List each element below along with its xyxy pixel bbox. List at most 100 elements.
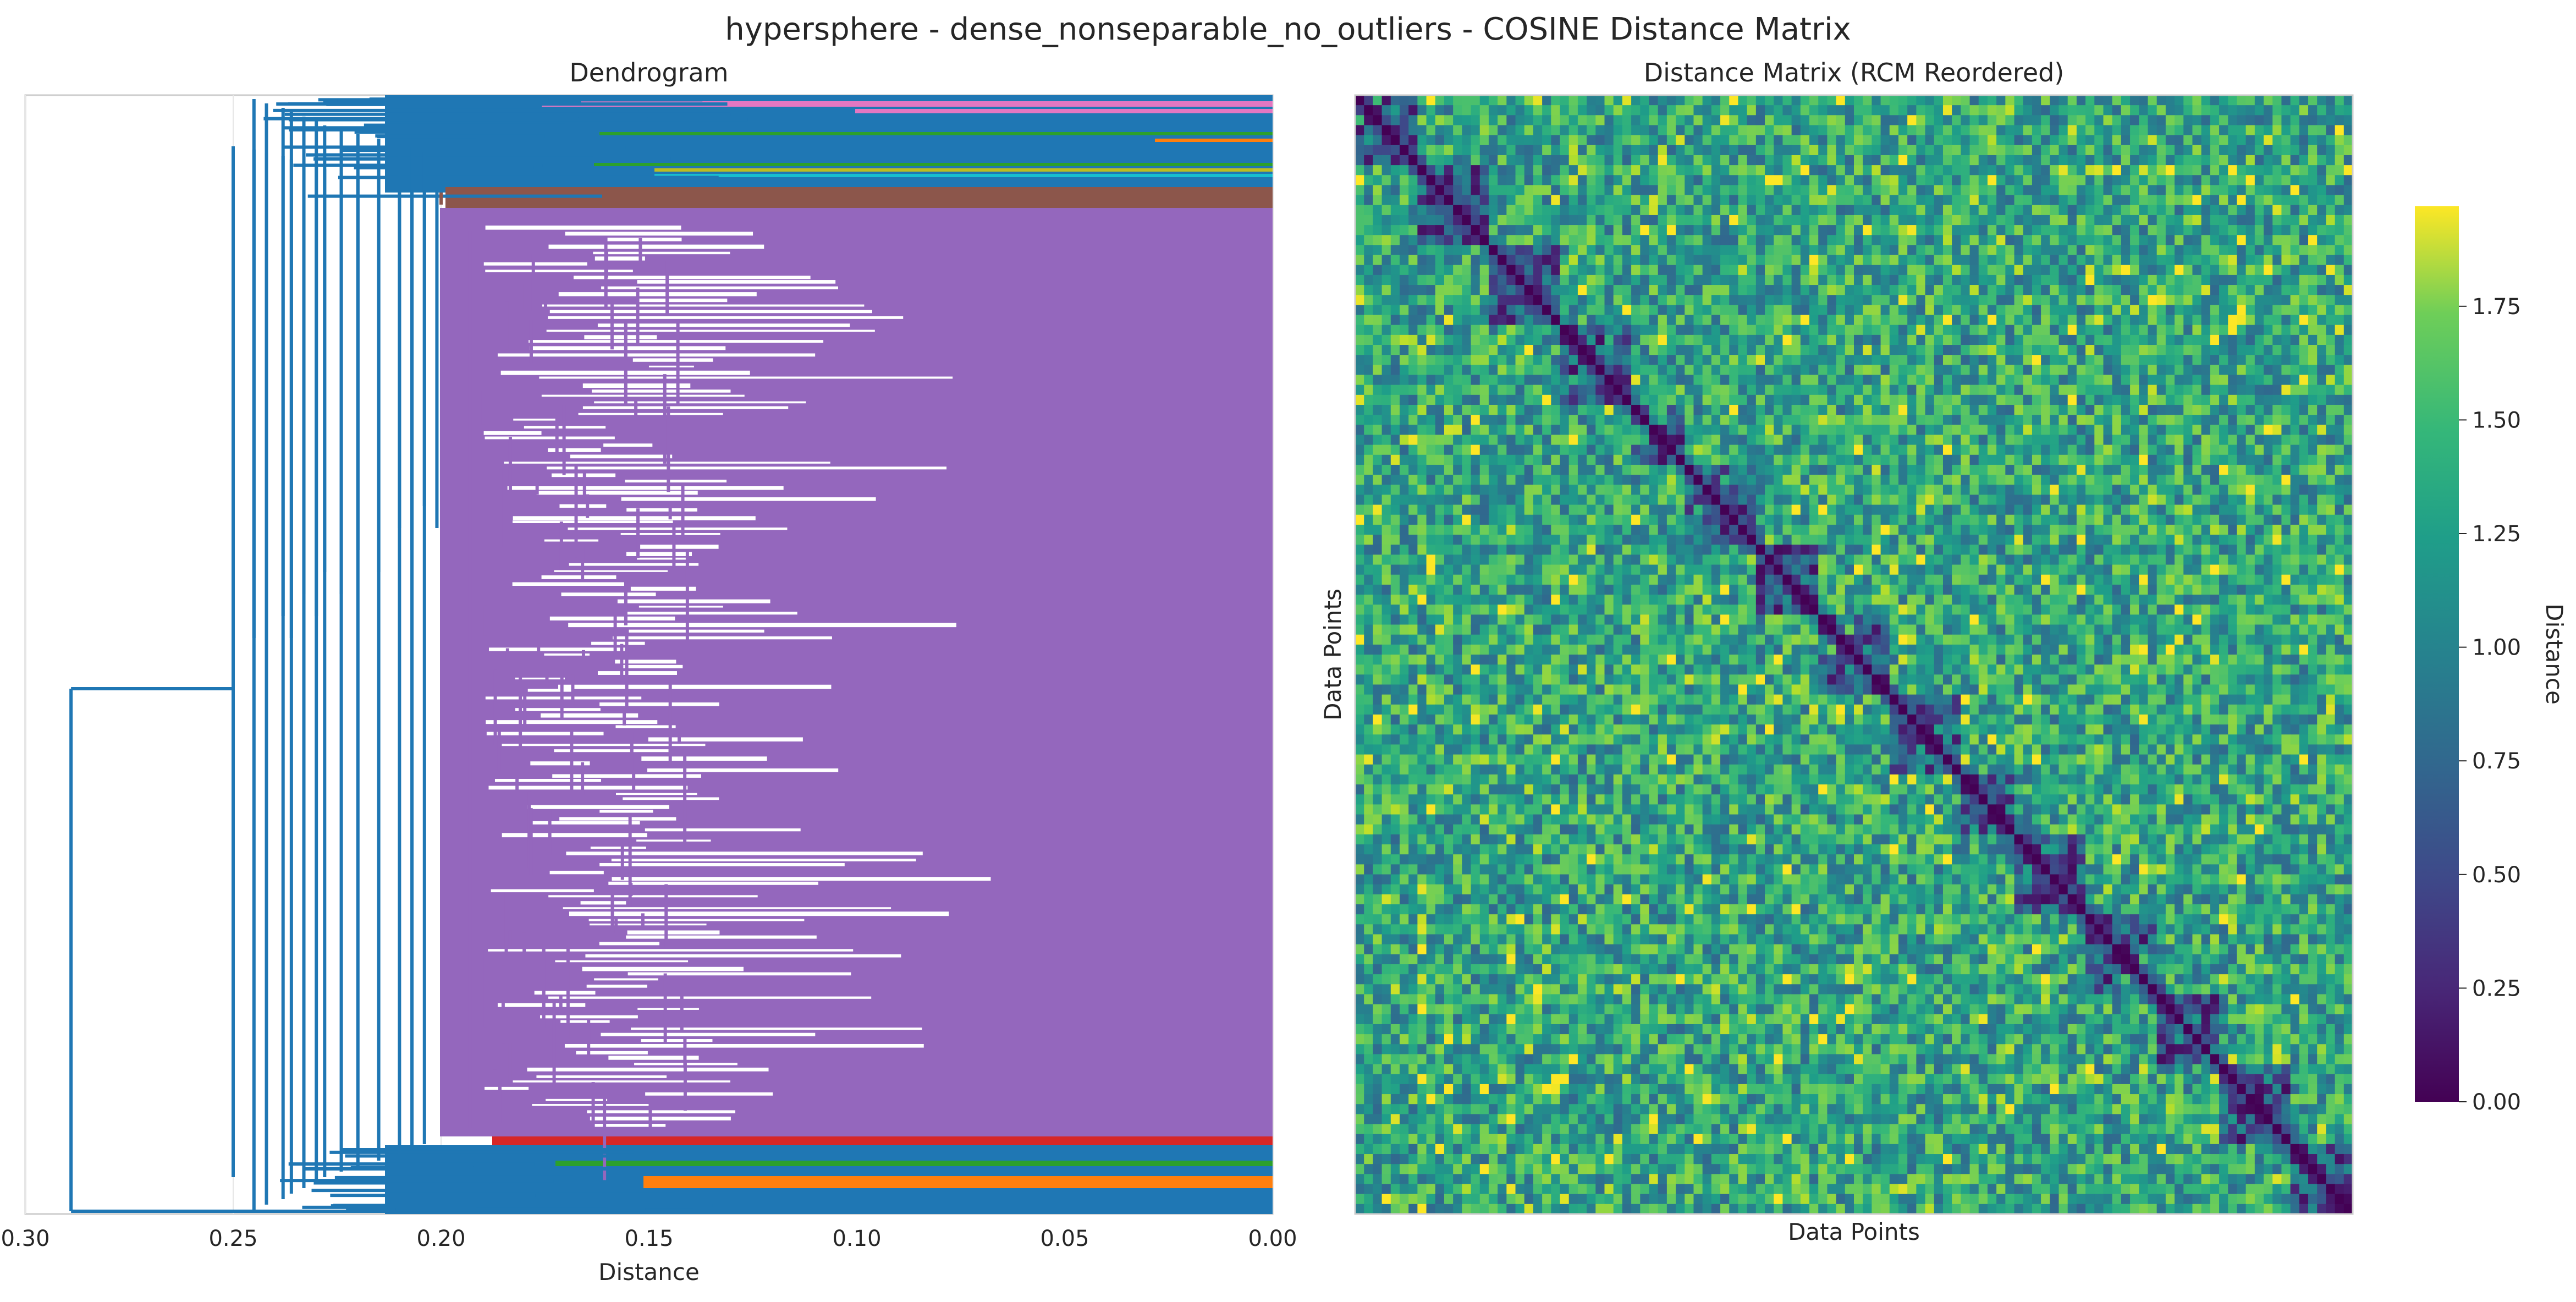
heatmap-cell <box>1622 305 1632 316</box>
heatmap-cell <box>1498 315 1507 326</box>
purple-gap-leaf <box>590 924 707 926</box>
heatmap-cell <box>1818 375 1828 386</box>
heatmap-cell <box>1809 225 1819 235</box>
heatmap-cell <box>2237 95 2247 106</box>
heatmap-cell <box>1685 305 1694 316</box>
heatmap-cell <box>1435 365 1445 376</box>
heatmap-cell <box>1587 165 1596 175</box>
heatmap-cell <box>1595 485 1605 496</box>
heatmap-cell <box>2210 155 2220 166</box>
heatmap-cell <box>1702 215 1712 226</box>
heatmap-cell <box>1961 425 1970 436</box>
heatmap-cell <box>2264 384 2273 395</box>
heatmap-cell <box>2272 394 2282 405</box>
heatmap-cell <box>2076 285 2086 295</box>
heatmap-cell <box>1560 115 1570 126</box>
heatmap-cell <box>1782 345 1792 355</box>
heatmap-cell <box>1693 315 1703 326</box>
heatmap-cell <box>1880 235 1890 246</box>
heatmap-cell <box>2094 444 2104 455</box>
heatmap-cell <box>2281 195 2291 206</box>
heatmap-cell <box>1479 205 1489 216</box>
heatmap-cell <box>1755 295 1765 305</box>
heatmap-cell <box>2058 175 2068 186</box>
heatmap-cell <box>1551 365 1561 376</box>
heatmap-cell <box>2165 315 2175 326</box>
heatmap-cell <box>1738 464 1748 475</box>
heatmap-cell <box>2210 95 2220 106</box>
heatmap-cell <box>1685 115 1694 126</box>
heatmap-cell <box>1685 105 1694 116</box>
heatmap-cell <box>1720 245 1730 256</box>
heatmap-cell <box>2245 464 2255 475</box>
heatmap-cell <box>1542 475 1551 485</box>
heatmap-cell <box>1364 425 1373 436</box>
heatmap-cell <box>1872 215 1881 226</box>
heatmap-cell <box>1658 135 1667 146</box>
heatmap-cell <box>1462 145 1472 156</box>
heatmap-cell <box>1987 185 1997 196</box>
heatmap-cell <box>2148 485 2157 496</box>
heatmap-cell <box>1658 345 1667 355</box>
heatmap-cell <box>2175 235 2184 246</box>
heatmap-cell <box>1738 375 1748 386</box>
heatmap-cell <box>2014 355 2024 365</box>
heatmap-cell <box>1613 375 1623 386</box>
heatmap-cell <box>1551 444 1561 455</box>
heatmap-cell <box>2326 325 2336 336</box>
purple-gap-leaf <box>546 329 875 332</box>
heatmap-cell <box>1622 105 1632 116</box>
heatmap-cell <box>2139 185 2149 196</box>
heatmap-cell <box>2103 305 2113 316</box>
heatmap-cell <box>1498 155 1507 166</box>
heatmap-cell <box>1373 215 1383 226</box>
heatmap-cell <box>1880 265 1890 276</box>
heatmap-cell <box>1613 415 1623 425</box>
cluster-leaf-band <box>855 109 1273 113</box>
heatmap-cell <box>1506 425 1516 436</box>
heatmap-cell <box>2219 475 2228 485</box>
heatmap-cell <box>2148 225 2157 235</box>
heatmap-cell <box>2121 295 2131 305</box>
heatmap-cell <box>2210 435 2220 446</box>
heatmap-cell <box>1880 485 1890 496</box>
heatmap-cell <box>2272 145 2282 156</box>
heatmap-cell <box>1453 375 1462 386</box>
heatmap-cell <box>1355 255 1364 266</box>
heatmap-cell <box>2014 225 2024 235</box>
heatmap-cell <box>1640 305 1650 316</box>
heatmap-cell <box>1800 125 1810 136</box>
heatmap-cell <box>1818 454 1828 465</box>
heatmap-cell <box>1872 475 1881 485</box>
heatmap-cell <box>1577 435 1587 446</box>
heatmap-cell <box>1827 305 1837 316</box>
heatmap-cell <box>1818 255 1828 266</box>
heatmap-cell <box>1381 115 1391 126</box>
heatmap-cell <box>2139 115 2149 126</box>
heatmap-cell <box>1685 504 1694 515</box>
heatmap-cell <box>2032 235 2041 246</box>
heatmap-cell <box>2023 265 2033 276</box>
heatmap-cell <box>2317 135 2327 146</box>
heatmap-cell <box>2139 255 2149 266</box>
heatmap-cell <box>1702 115 1712 126</box>
heatmap-cell <box>1747 285 1757 295</box>
heatmap-cell <box>2192 215 2202 226</box>
heatmap-cell <box>1845 125 1854 136</box>
heatmap-cell <box>2343 495 2353 506</box>
heatmap-cell <box>1934 295 1944 305</box>
heatmap-cell <box>1676 355 1685 365</box>
heatmap-cell <box>2237 135 2247 146</box>
heatmap-cell <box>1755 195 1765 206</box>
heatmap-cell <box>1640 175 1650 186</box>
heatmap-cell <box>2254 95 2264 106</box>
heatmap-cell <box>1649 495 1659 506</box>
heatmap-cell <box>2245 195 2255 206</box>
heatmap-cell <box>1355 105 1364 116</box>
heatmap-cell <box>2317 185 2327 196</box>
heatmap-cell <box>1479 495 1489 506</box>
heatmap-cell <box>1729 325 1739 336</box>
heatmap-cell <box>1417 125 1427 136</box>
heatmap-cell <box>1738 325 1748 336</box>
